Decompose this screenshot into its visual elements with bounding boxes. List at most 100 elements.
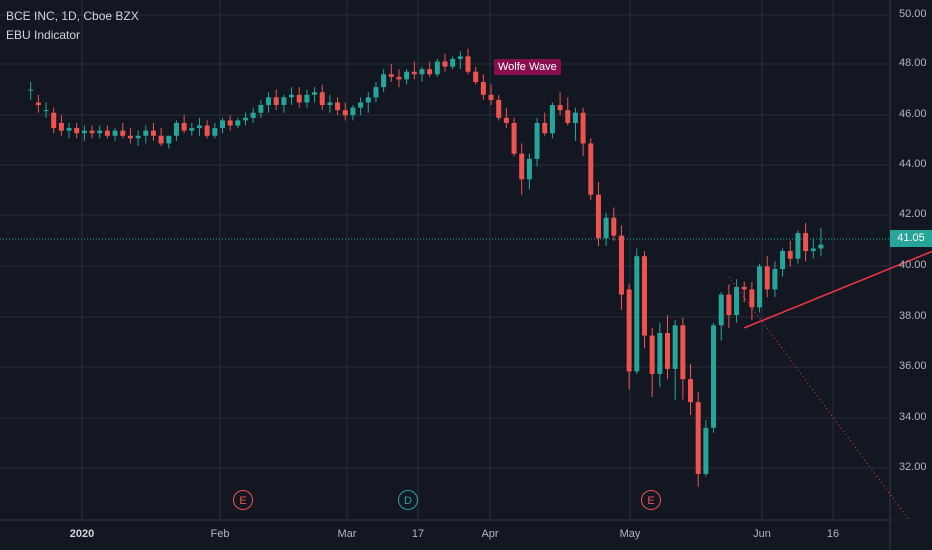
candle [542,112,548,136]
candle-body [680,325,686,380]
candle-body [381,74,387,88]
candle-body [112,130,118,136]
candle [35,94,41,113]
candle [780,248,786,277]
candle-body [204,125,210,136]
candle-body [741,286,747,290]
candle-body [641,256,647,336]
candle-body [273,97,279,106]
wolfe-wave-lines [728,0,932,521]
candle [511,117,517,157]
candle [319,84,325,111]
candle [150,122,156,141]
candle [127,128,133,144]
candle [66,122,72,139]
wolfe-projection-line[interactable] [743,0,932,329]
candle-body [104,130,110,136]
candle-body [135,135,141,139]
candle-body [764,266,770,290]
price-tick: 42.00 [899,208,927,220]
candle [649,327,655,398]
candle-body [542,122,548,134]
candle-body [335,102,341,111]
candle [665,315,670,380]
candle [641,251,647,349]
price-tick: 34.00 [899,411,927,423]
time-tick: 2020 [69,528,95,540]
candle-body [787,251,793,259]
candle-body [89,130,95,134]
candle-body [358,102,364,108]
candle [427,61,433,77]
candle [342,102,348,121]
candle-body [649,335,655,374]
candle [657,322,663,387]
candle [204,120,210,139]
candle-body [703,427,709,474]
candle-body [595,194,601,239]
candle-body [281,97,287,106]
candle-body [665,333,670,369]
candle [503,107,509,129]
candle [365,92,371,113]
candle [81,125,87,141]
candle-body [43,110,49,112]
wolfe-target-line[interactable] [728,276,910,521]
candle-body [611,217,617,236]
candle-body [734,286,740,316]
candle [304,89,310,108]
time-tick: Feb [210,528,230,540]
candle-body [603,217,609,239]
candle-body [35,102,41,106]
candle-body [396,76,402,80]
current-price-badge: 41.05 [890,230,932,247]
wolfe-wave-label[interactable]: Wolfe Wave [494,59,561,75]
candle-body [196,125,202,129]
earnings-event-marker[interactable]: E [233,490,253,510]
candle [381,69,387,93]
candle [580,107,586,157]
price-tick: 32.00 [899,461,927,473]
candle [741,281,747,303]
candle-body [173,122,179,136]
candle [434,58,440,77]
indicator-label[interactable]: EBU Indicator [6,28,81,42]
candle [595,181,601,246]
candle-body [227,120,233,126]
dividend-event-marker[interactable]: D [398,490,418,510]
candle [772,261,778,298]
grid-lines [0,0,890,520]
candle-body [127,135,133,139]
candle-body [772,268,778,290]
candle [480,74,486,100]
candle [818,227,824,257]
candle-body [780,251,786,269]
candle [212,122,218,139]
candle-body [220,120,225,129]
candle-body [480,81,486,95]
candle-body [465,56,471,72]
candle-body [81,130,87,134]
earnings-event-marker[interactable]: E [641,490,661,510]
candle-body [580,112,586,144]
candle [603,212,609,246]
candle-body [718,294,724,326]
time-tick: Jun [753,528,771,540]
candle [442,53,448,72]
candle [764,256,770,298]
candle-body [258,105,264,113]
candle [519,143,525,195]
candle [795,230,801,264]
candle-body [51,112,57,129]
candle-body [411,71,417,75]
candle [243,112,249,126]
candle-body [565,110,571,123]
candle [235,117,241,129]
candle-body [488,94,494,100]
candle-body [557,105,563,111]
candle-body [235,120,241,126]
candle [688,363,694,415]
candle-body [427,69,433,75]
